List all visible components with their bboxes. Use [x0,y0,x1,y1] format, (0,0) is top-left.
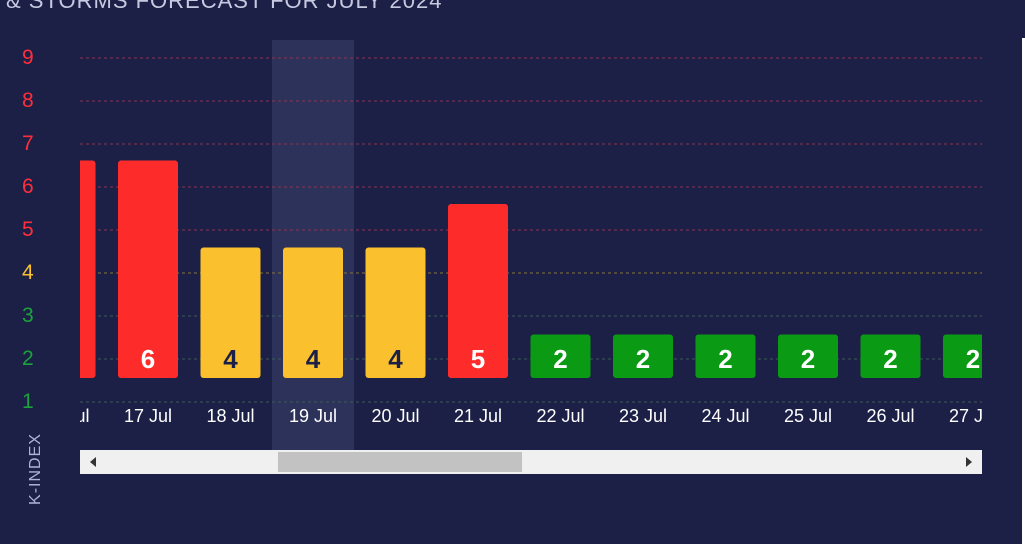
x-tick-label: 21 Jul [454,406,502,426]
edge-strip [1022,38,1025,544]
bar[interactable] [200,247,261,379]
x-tick-label: 20 Jul [371,406,419,426]
left-arrow-icon[interactable] [90,457,96,467]
bar[interactable] [860,334,921,379]
bar-value-label: 2 [718,344,732,374]
right-arrow-icon[interactable] [966,457,972,467]
bar-value-label: 2 [553,344,567,374]
x-tick-label: 17 Jul [124,406,172,426]
bar-value-label: 2 [966,344,980,374]
x-tick-label: 16 Jul [80,406,90,426]
bar-value-label: 4 [306,344,321,374]
bar-value-label: 2 [801,344,815,374]
x-tick-label: 24 Jul [701,406,749,426]
x-tick-label: 26 Jul [866,406,914,426]
bar-value-label: 2 [636,344,650,374]
bar[interactable] [778,334,838,379]
bar-value-label: 6 [141,344,155,374]
hover-highlight-band [272,40,354,450]
chart-title: & STORMS FORECAST FOR JULY 2024 [6,0,443,13]
bar-value-label: 5 [471,344,485,374]
y-tick-label: 7 [22,132,34,155]
y-tick-label: 4 [22,261,34,284]
y-tick-label: 1 [22,390,34,413]
x-tick-label: 25 Jul [784,406,832,426]
bar[interactable] [613,334,673,379]
bar-value-label: 2 [883,344,897,374]
horizontal-scrollbar[interactable] [80,450,982,474]
scroll-thumb[interactable] [278,452,522,472]
bar-value-label: 4 [223,344,238,374]
y-tick-label: 5 [22,218,34,241]
x-tick-label: 27 Jul [949,406,982,426]
bar[interactable] [80,160,96,379]
bar[interactable] [943,334,982,379]
y-axis-label: K-INDEX [27,433,44,505]
x-tick-label: 23 Jul [619,406,667,426]
y-tick-label: 2 [22,347,34,370]
bar[interactable] [530,334,591,379]
y-tick-label: 9 [22,46,34,69]
y-tick-label: 6 [22,175,34,198]
y-tick-label: 8 [22,89,34,112]
bar-value-label: 4 [388,344,403,374]
bar[interactable] [448,204,508,378]
bar[interactable] [365,247,426,379]
x-tick-label: 22 Jul [536,406,584,426]
x-tick-label: 19 Jul [289,406,337,426]
y-tick-label: 3 [22,304,34,327]
x-tick-label: 18 Jul [206,406,254,426]
bar[interactable] [283,247,343,379]
bar[interactable] [118,160,178,379]
bar[interactable] [695,334,756,379]
